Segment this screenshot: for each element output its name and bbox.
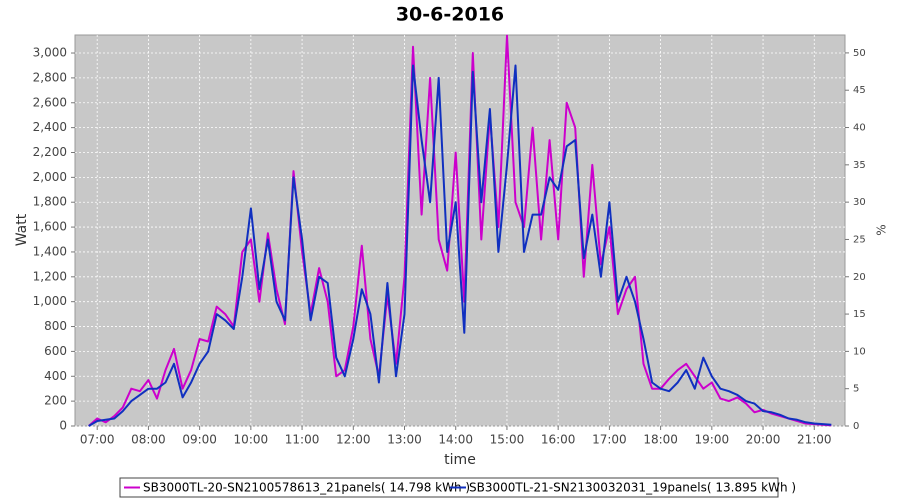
- x-tick-label: 20:00: [746, 433, 781, 447]
- x-tick-label: 10:00: [234, 433, 269, 447]
- y-tick-label: 3,000: [33, 46, 67, 60]
- y2-tick-label: 45: [853, 85, 866, 96]
- y2-tick-label: 20: [853, 272, 866, 283]
- legend-label: SB3000TL-20-SN2100578613_21panels( 14.79…: [143, 481, 470, 495]
- legend-label: SB3000TL-21-SN2130032031_19panels( 13.89…: [469, 481, 796, 495]
- y-tick-label: 1,200: [33, 269, 67, 283]
- series-line: [88, 34, 832, 427]
- x-tick-label: 14:00: [438, 433, 473, 447]
- y-tick-label: 1,800: [33, 195, 67, 209]
- y2-tick-label: 30: [853, 197, 866, 208]
- x-tick-label: 13:00: [387, 433, 422, 447]
- x-tick-label: 08:00: [131, 433, 166, 447]
- series-line: [88, 64, 832, 427]
- x-tick-label: 07:00: [80, 433, 115, 447]
- y-tick-label: 600: [44, 344, 67, 358]
- y-tick-label: 1,400: [33, 244, 67, 258]
- y-tick-label: 1,600: [33, 220, 67, 234]
- y-tick-label: 2,400: [33, 120, 67, 134]
- y2-tick-label: 35: [853, 160, 866, 171]
- x-tick-label: 11:00: [285, 433, 320, 447]
- y2-tick-label: 10: [853, 346, 866, 357]
- y-tick-label: 400: [44, 369, 67, 383]
- x-tick-label: 12:00: [336, 433, 371, 447]
- y2-tick-label: 5: [853, 384, 859, 395]
- y2-tick-label: 15: [853, 309, 866, 320]
- y2-axis-label: %: [875, 224, 889, 235]
- legend: [119, 477, 779, 498]
- x-tick-label: 19:00: [695, 433, 730, 447]
- y2-tick-label: 25: [853, 234, 866, 245]
- y-tick-label: 800: [44, 319, 67, 333]
- y2-tick-label: 40: [853, 123, 866, 134]
- x-tick-label: 09:00: [182, 433, 217, 447]
- y-tick-label: 2,000: [33, 170, 67, 184]
- x-tick-label: 18:00: [643, 433, 678, 447]
- chart-title: 30-6-2016: [396, 4, 504, 26]
- y2-tick-label: 50: [853, 48, 866, 59]
- y-tick-label: 2,800: [33, 70, 67, 84]
- x-tick-label: 16:00: [541, 433, 576, 447]
- x-tick-label: 21:00: [797, 433, 832, 447]
- y-axis-label: Watt: [14, 213, 30, 246]
- x-tick-label: 17:00: [592, 433, 627, 447]
- y-tick-label: 2,600: [33, 95, 67, 109]
- y-tick-label: 1,000: [33, 294, 67, 308]
- y2-tick-label: 0: [853, 421, 859, 432]
- x-axis-label: time: [444, 452, 476, 468]
- y-tick-label: 200: [44, 394, 67, 408]
- y-tick-label: 2,200: [33, 145, 67, 159]
- x-tick-label: 15:00: [490, 433, 525, 447]
- y-tick-label: 0: [59, 419, 67, 433]
